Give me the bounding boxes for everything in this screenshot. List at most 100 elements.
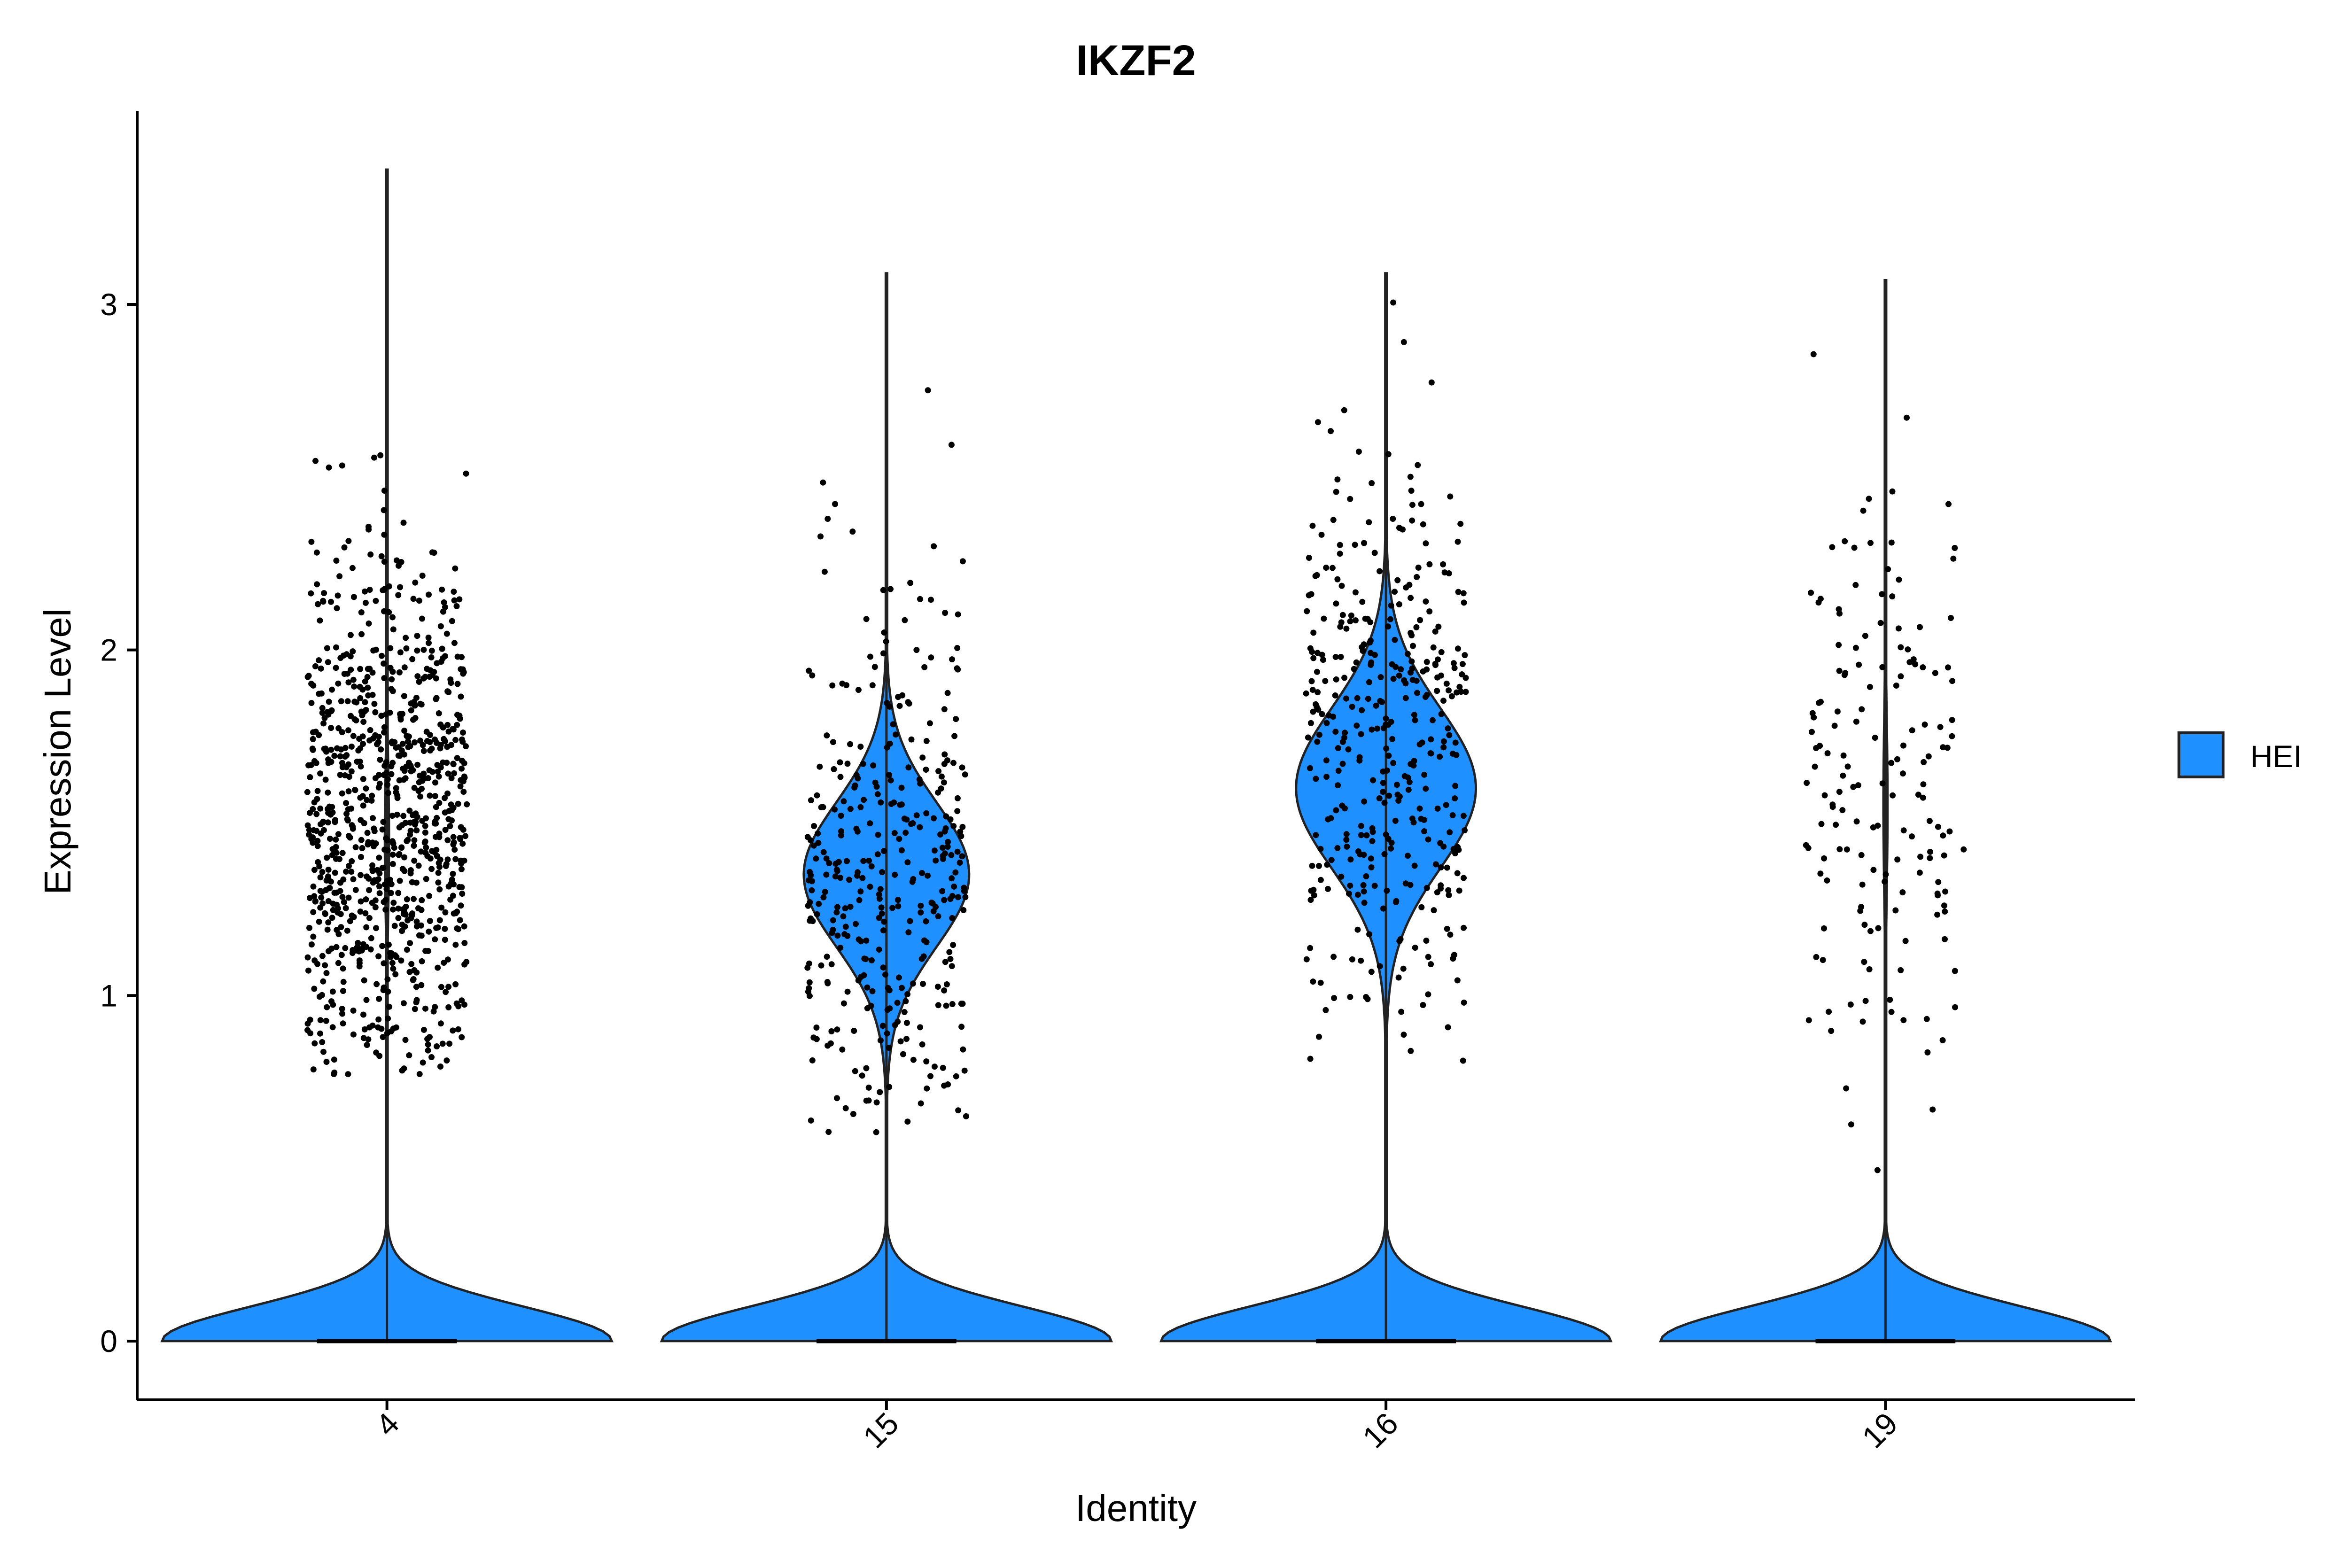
- data-point-4: [381, 507, 387, 513]
- data-point-16: [1347, 994, 1353, 1000]
- data-point-19: [1917, 854, 1924, 860]
- data-point-4: [420, 646, 427, 653]
- data-point-15: [918, 1100, 924, 1107]
- data-point-4: [437, 721, 444, 728]
- data-point-4: [396, 852, 402, 858]
- data-point-4: [445, 728, 452, 735]
- data-point-16: [1358, 832, 1364, 838]
- data-point-15: [806, 668, 812, 674]
- data-point-15: [904, 991, 910, 997]
- data-point-15: [920, 981, 926, 987]
- data-point-4: [422, 849, 429, 856]
- data-point-16: [1421, 828, 1427, 835]
- data-point-19: [1879, 780, 1886, 787]
- data-point-4: [358, 872, 364, 878]
- data-point-15: [832, 873, 839, 880]
- data-point-4: [429, 549, 436, 556]
- data-point-4: [454, 755, 460, 761]
- data-point-4: [427, 855, 434, 862]
- data-point-15: [900, 1051, 906, 1057]
- data-point-4: [453, 1000, 460, 1007]
- data-point-4: [404, 947, 410, 953]
- data-point-15: [838, 828, 844, 835]
- data-point-15: [818, 962, 824, 969]
- data-point-16: [1380, 725, 1387, 731]
- data-point-16: [1418, 501, 1424, 507]
- data-point-15: [868, 957, 875, 963]
- data-point-19: [1817, 743, 1823, 749]
- data-point-16: [1307, 945, 1314, 951]
- data-point-16: [1314, 572, 1320, 578]
- data-point-15: [860, 761, 866, 767]
- data-point-4: [305, 967, 311, 974]
- data-point-15: [961, 885, 967, 891]
- data-point-4: [324, 645, 330, 652]
- data-point-16: [1423, 785, 1429, 792]
- data-point-19: [1952, 968, 1958, 974]
- data-point-15: [943, 981, 950, 987]
- data-point-4: [451, 597, 458, 604]
- data-point-4: [388, 881, 395, 887]
- data-point-4: [317, 1017, 324, 1024]
- data-point-16: [1406, 582, 1413, 588]
- data-point-4: [313, 549, 320, 556]
- data-point-16: [1370, 777, 1376, 784]
- data-point-15: [831, 766, 837, 772]
- data-point-4: [451, 770, 457, 776]
- data-point-4: [319, 710, 326, 716]
- data-point-16: [1330, 517, 1337, 523]
- data-point-19: [1894, 856, 1901, 863]
- data-point-4: [423, 844, 429, 851]
- data-point-4: [447, 676, 454, 683]
- data-point-4: [337, 772, 343, 778]
- data-point-4: [371, 454, 377, 461]
- data-point-4: [330, 900, 336, 907]
- data-point-16: [1455, 645, 1461, 652]
- data-point-4: [389, 851, 396, 858]
- data-point-16: [1361, 641, 1367, 648]
- data-point-19: [1929, 1106, 1936, 1113]
- data-point-16: [1359, 707, 1365, 714]
- data-point-4: [389, 813, 396, 819]
- data-point-15: [876, 915, 882, 921]
- data-point-15: [834, 904, 840, 910]
- data-point-15: [942, 610, 949, 616]
- data-point-15: [901, 1009, 908, 1015]
- data-point-15: [949, 656, 955, 663]
- data-point-4: [435, 768, 441, 775]
- data-point-15: [880, 964, 887, 971]
- data-point-4: [339, 1010, 345, 1017]
- data-point-4: [403, 645, 410, 652]
- data-point-4: [331, 753, 338, 759]
- data-point-4: [336, 573, 343, 580]
- data-point-4: [402, 1037, 409, 1043]
- data-point-4: [426, 928, 432, 935]
- data-point-4: [416, 679, 422, 685]
- data-point-4: [332, 869, 338, 876]
- data-point-4: [426, 640, 432, 646]
- data-point-15: [866, 857, 872, 864]
- data-point-19: [1942, 888, 1949, 895]
- data-point-15: [927, 1073, 933, 1079]
- data-point-15: [910, 820, 916, 826]
- data-point-4: [381, 899, 387, 905]
- data-point-16: [1309, 687, 1316, 693]
- data-point-19: [1875, 823, 1881, 829]
- data-point-4: [362, 699, 368, 706]
- data-point-4: [339, 760, 345, 766]
- data-point-4: [389, 676, 395, 683]
- data-point-16: [1446, 687, 1452, 694]
- data-point-4: [462, 833, 468, 839]
- data-point-19: [1862, 633, 1868, 639]
- data-point-4: [419, 785, 425, 792]
- data-point-4: [401, 909, 408, 916]
- data-point-4: [418, 848, 424, 855]
- data-point-4: [317, 805, 324, 812]
- data-point-15: [917, 1024, 923, 1031]
- data-point-15: [857, 744, 864, 750]
- data-point-4: [340, 978, 347, 985]
- data-point-4: [428, 654, 435, 660]
- data-point-16: [1462, 689, 1469, 695]
- data-point-15: [939, 888, 945, 894]
- data-point-19: [1900, 742, 1906, 749]
